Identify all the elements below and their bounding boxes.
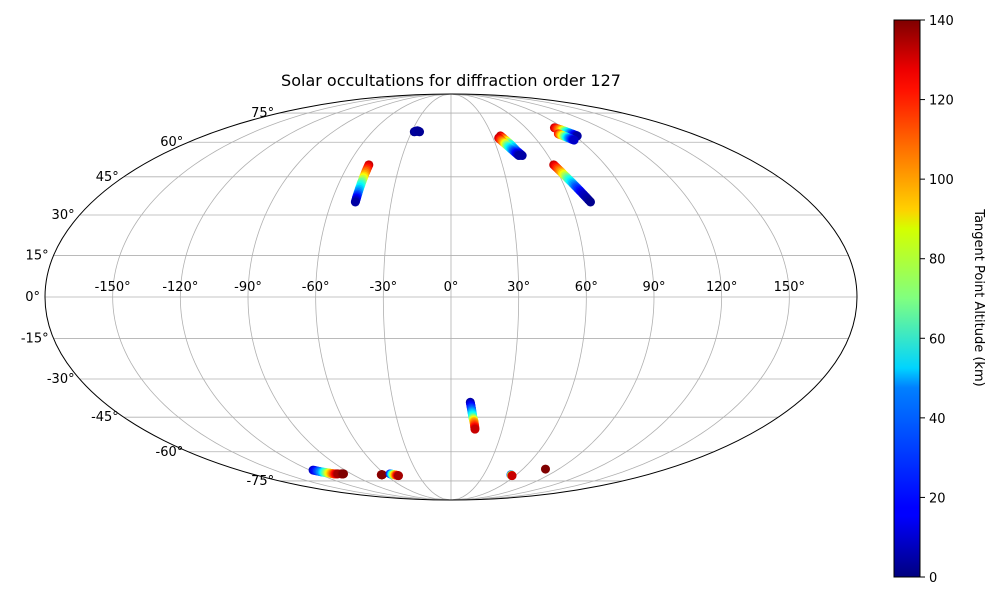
colorbar-tick-label: 120 xyxy=(929,94,954,109)
grid-meridian xyxy=(450,94,520,500)
x-tick-label: -120° xyxy=(162,280,198,295)
data-point xyxy=(415,127,425,137)
y-tick-label: 15° xyxy=(26,248,49,263)
colorbar-tick-label: 40 xyxy=(929,412,946,427)
y-tick-labels: 75° 60° 45° 30° 15° 0° -15° -30° -45° -60° -75° xyxy=(21,106,274,489)
colorbar-tick-label: 80 xyxy=(929,253,946,268)
x-tick-label: -30° xyxy=(369,280,397,295)
y-tick-label: -75° xyxy=(246,474,274,489)
chart-title: Solar occultations for diffraction order… xyxy=(281,71,621,90)
x-tick-label: -60° xyxy=(302,280,330,295)
grid-meridian xyxy=(179,94,452,500)
data-point xyxy=(339,469,349,479)
grid-meridian xyxy=(247,94,452,500)
y-tick-label: -45° xyxy=(91,410,119,425)
grid-meridian xyxy=(450,94,723,500)
colorbar-tick-label: 0 xyxy=(929,571,937,586)
y-tick-label: -15° xyxy=(21,332,49,347)
grid-meridian xyxy=(450,94,587,500)
map-boundary xyxy=(44,93,858,501)
y-tick-label: -60° xyxy=(156,445,184,460)
grid-meridian xyxy=(382,94,452,500)
colorbar-tick-label: 140 xyxy=(929,14,954,29)
x-tick-label: 0° xyxy=(444,280,459,295)
colorbar-tick-label: 100 xyxy=(929,173,954,188)
occultation-points xyxy=(308,123,596,481)
colorbar-tick-label: 20 xyxy=(929,491,946,506)
y-tick-label: 75° xyxy=(251,106,274,121)
x-tick-label: -150° xyxy=(95,280,131,295)
y-tick-label: 45° xyxy=(96,170,119,185)
data-point xyxy=(569,135,579,145)
x-tick-label: 120° xyxy=(706,280,737,295)
data-point xyxy=(586,197,596,207)
colorbar-tick-label: 60 xyxy=(929,332,946,347)
data-point xyxy=(377,470,387,480)
graticule xyxy=(45,94,857,500)
grid-meridian xyxy=(112,94,452,500)
x-tick-label: 150° xyxy=(774,280,805,295)
y-tick-label: 60° xyxy=(160,135,183,150)
colorbar-label: Tangent Point Altitude (km) xyxy=(971,208,986,386)
colorbar: 0 20 40 60 80 100 120 140 Tangent Point Altitud… xyxy=(893,14,986,586)
data-point xyxy=(540,464,550,474)
x-tick-label: 60° xyxy=(575,280,598,295)
y-tick-label: -30° xyxy=(47,372,75,387)
grid-meridian xyxy=(315,94,452,500)
y-tick-label: 0° xyxy=(25,290,40,305)
colorbar-ticks: 0 20 40 60 80 100 120 140 xyxy=(920,14,954,586)
data-point xyxy=(514,151,524,161)
data-point xyxy=(350,197,360,207)
x-tick-labels: -150° -120° -90° -60° -30° 0° 30° 60° 90° 120° 150… xyxy=(95,280,805,295)
grid-meridian xyxy=(450,94,655,500)
y-tick-label: 30° xyxy=(52,208,75,223)
data-point xyxy=(394,471,404,481)
data-point xyxy=(470,424,480,434)
x-tick-label: -90° xyxy=(234,280,262,295)
data-point xyxy=(507,471,517,481)
colorbar-gradient xyxy=(893,19,921,578)
x-tick-label: 30° xyxy=(507,280,530,295)
x-tick-label: 90° xyxy=(642,280,665,295)
grid-meridian xyxy=(450,94,790,500)
